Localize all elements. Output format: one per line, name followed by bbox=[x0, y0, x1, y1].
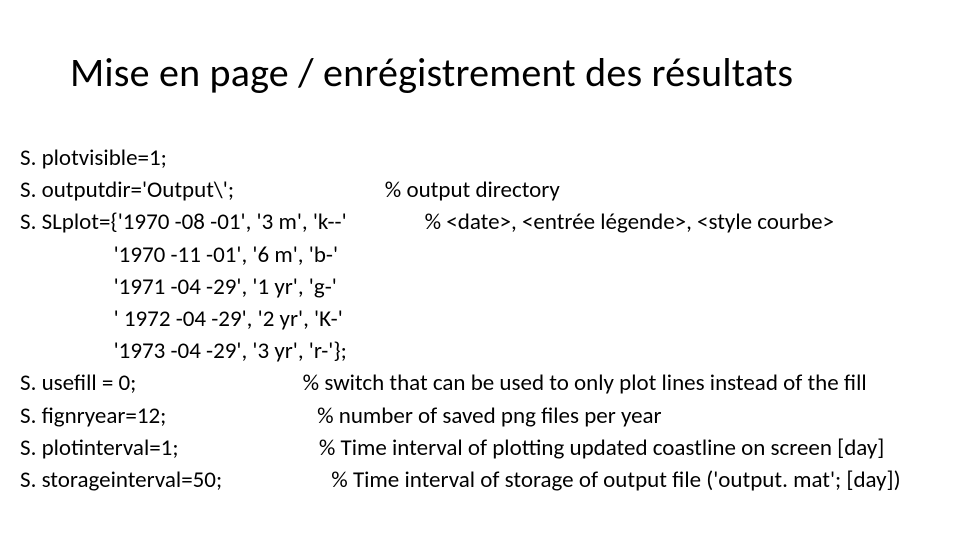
code-block: S. plotvisible=1; S. outputdir='Output\'… bbox=[20, 142, 940, 496]
code-line: S. storageinterval=50; % Time interval o… bbox=[20, 464, 940, 496]
code-line: S. fignryear=12; % number of saved png f… bbox=[20, 400, 940, 432]
code-line: ' 1972 -04 -29', '2 yr', 'K-' bbox=[20, 303, 940, 335]
code-line: S. usefill = 0; % switch that can be use… bbox=[20, 367, 940, 399]
code-line: S. plotvisible=1; bbox=[20, 142, 940, 174]
slide-container: Mise en page / enrégistrement des résult… bbox=[0, 0, 960, 540]
code-line: '1971 -04 -29', '1 yr', 'g-' bbox=[20, 271, 940, 303]
code-line: '1970 -11 -01', '6 m', 'b-' bbox=[20, 239, 940, 271]
code-line: S. plotinterval=1; % Time interval of pl… bbox=[20, 432, 940, 464]
code-line: '1973 -04 -29', '3 yr', 'r-'}; bbox=[20, 335, 940, 367]
slide-title: Mise en page / enrégistrement des résult… bbox=[70, 48, 793, 97]
code-line: S. SLplot={'1970 -08 -01', '3 m', 'k--' … bbox=[20, 206, 940, 238]
code-line: S. outputdir='Output\'; % output directo… bbox=[20, 174, 940, 206]
